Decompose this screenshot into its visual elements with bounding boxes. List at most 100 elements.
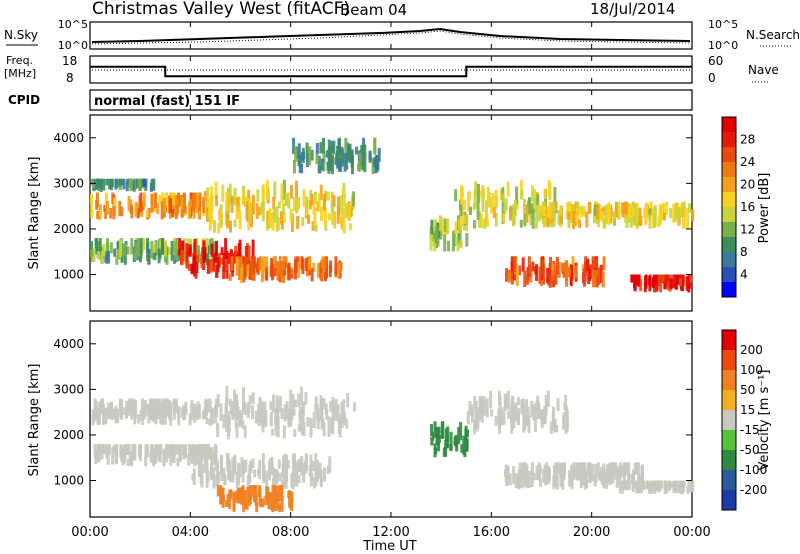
power-cell	[554, 201, 558, 214]
velocity-cell	[297, 393, 301, 408]
velocity-cell	[318, 468, 322, 478]
power-cell	[317, 155, 321, 174]
velocity-cell	[289, 493, 293, 510]
velocity-cell	[267, 493, 271, 510]
power-cell	[674, 205, 678, 220]
velocity-cell	[205, 444, 209, 458]
velocity-cell	[602, 470, 606, 489]
power-cell	[568, 201, 572, 218]
power-cell	[292, 196, 296, 211]
velocity-cell	[216, 459, 219, 480]
velocity-colorbar: 200 100 50 15 -15 -50 -100 -200	[721, 329, 767, 511]
power-cell	[219, 257, 223, 265]
x-tick-label: 04:00	[172, 525, 209, 540]
velocity-cbar-tick-label: -15	[740, 423, 760, 437]
velocity-cell	[285, 454, 288, 475]
power-cell	[107, 251, 110, 264]
velocity-cell	[229, 489, 233, 500]
power-cell	[120, 250, 124, 263]
x-tick-label: 16:00	[473, 525, 510, 540]
power-cell	[554, 273, 558, 285]
power-cell	[265, 256, 269, 274]
power-cell	[122, 178, 126, 190]
velocity-cell	[553, 418, 557, 433]
power-cell	[494, 213, 498, 227]
power-cell	[313, 191, 317, 204]
power-cell	[570, 265, 573, 281]
power-cell	[213, 252, 217, 264]
power-cell	[275, 206, 279, 223]
power-cell	[602, 206, 606, 215]
power-cell	[601, 211, 605, 223]
velocity-cell	[220, 454, 224, 470]
velocity-cell	[329, 401, 333, 412]
power-cell	[144, 178, 148, 188]
velocity-cell	[231, 457, 235, 476]
power-cell	[317, 193, 321, 212]
power-cell	[242, 190, 246, 202]
velocity-cell	[526, 406, 530, 422]
velocity-cell	[271, 428, 275, 436]
power-cell	[134, 241, 138, 260]
power-cell	[221, 184, 225, 202]
velocity-cell	[471, 408, 474, 423]
power-cell	[355, 146, 358, 155]
velocity-cell	[272, 477, 276, 485]
power-cell	[599, 264, 603, 284]
power-cell	[528, 197, 531, 212]
power-cell	[208, 238, 212, 254]
power-cell	[548, 263, 552, 278]
power-cell	[293, 259, 297, 280]
power-cell	[149, 182, 153, 192]
power-cell	[127, 195, 131, 212]
power-cell	[474, 181, 478, 198]
power-cell	[373, 137, 377, 154]
velocity-cell	[520, 399, 524, 414]
velocity-cell	[572, 462, 576, 481]
power-cell	[308, 146, 312, 166]
power-cell	[174, 240, 178, 260]
power-cell	[578, 219, 582, 228]
velocity-cell	[605, 480, 608, 489]
velocity-cell	[594, 463, 598, 483]
power-cell	[161, 238, 164, 254]
power-cell	[251, 239, 255, 259]
power-cell	[320, 158, 324, 171]
velocity-cell	[119, 444, 123, 458]
noise-right-label: N.Search	[746, 28, 800, 42]
velocity-cell	[216, 423, 219, 431]
power-cell	[92, 248, 96, 262]
power-cell	[599, 212, 603, 221]
power-cell	[307, 214, 311, 224]
velocity-cell	[261, 407, 265, 416]
velocity-cell	[251, 392, 255, 405]
power-cell	[95, 178, 99, 190]
power-colorbar: 28 24 20 16 12 8 4	[721, 116, 755, 298]
power-cell	[659, 282, 663, 293]
velocity-cell	[274, 475, 278, 486]
velocity-cell	[137, 414, 141, 424]
power-cell	[585, 259, 589, 272]
power-cell	[574, 201, 578, 214]
power-cell	[206, 187, 210, 208]
velocity-cell	[140, 398, 144, 414]
velocity-cell	[530, 477, 534, 487]
velocity-cell	[345, 418, 349, 429]
velocity-cell	[199, 472, 203, 485]
power-cell	[473, 189, 477, 209]
power-cell	[109, 182, 113, 191]
power-cell	[506, 181, 510, 197]
velocity-cell	[190, 451, 194, 464]
velocity-cell	[208, 418, 212, 426]
velocity-cell	[331, 403, 335, 411]
power-cell	[225, 264, 229, 279]
power-cell	[567, 267, 571, 277]
velocity-cell	[122, 445, 126, 464]
velocity-cell	[331, 397, 335, 405]
power-cell	[215, 195, 219, 207]
power-cell	[120, 178, 124, 186]
frequency-line	[90, 65, 692, 78]
velocity-cell	[146, 444, 150, 458]
power-cell	[565, 262, 569, 282]
velocity-cell	[324, 403, 328, 415]
